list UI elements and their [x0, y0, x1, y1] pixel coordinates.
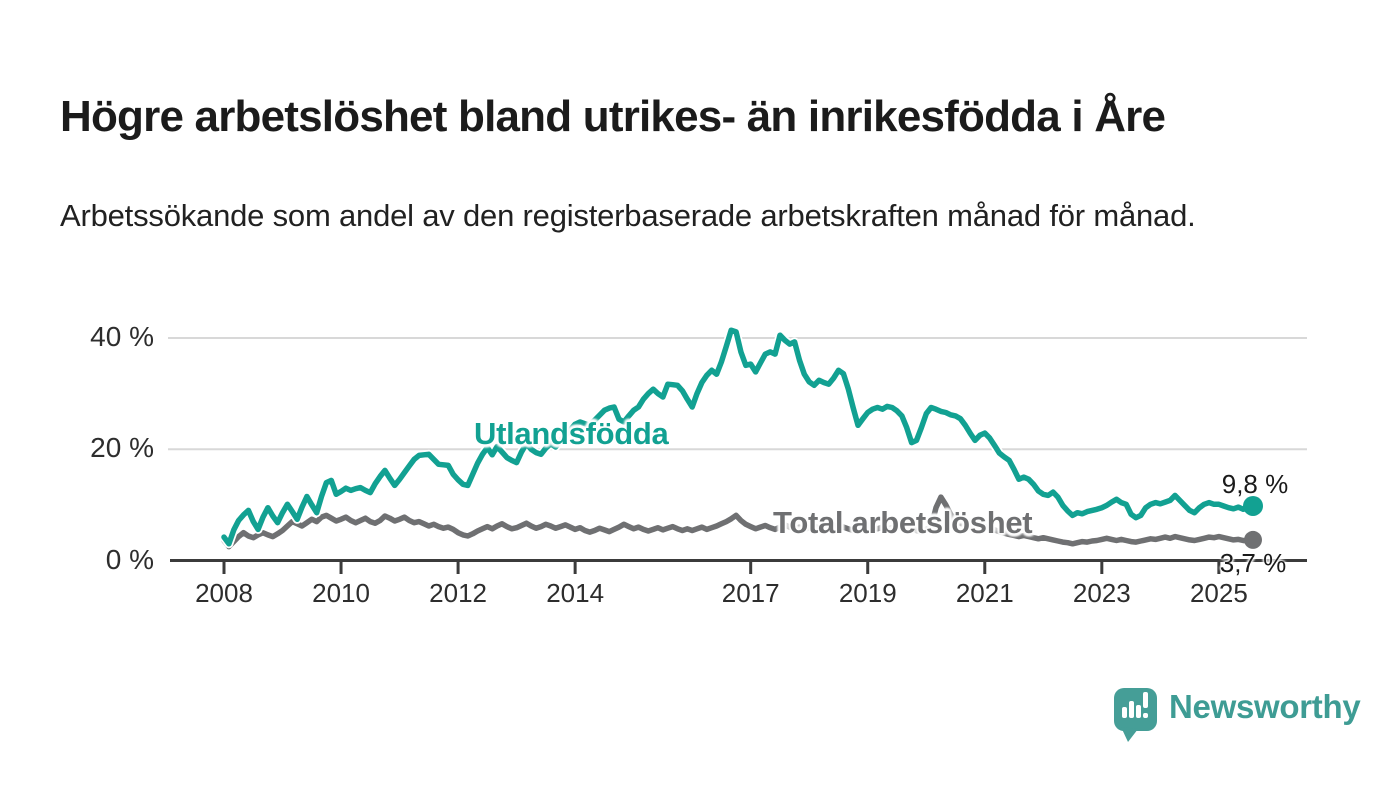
end-dot-0 [1243, 495, 1263, 516]
logo-badge [1114, 688, 1157, 742]
y-tick-label-40: 40 % [90, 321, 154, 352]
x-tick-label-2010: 2010 [312, 578, 370, 608]
x-tick-label-2019: 2019 [838, 578, 897, 608]
x-tick-label-2025: 2025 [1189, 578, 1248, 608]
x-tick-label-2021: 2021 [955, 578, 1014, 608]
series-label-utlandsfodda: Utlandsfödda [474, 416, 669, 451]
x-tick-label-2014: 2014 [546, 578, 605, 608]
logo-bar-chart-glyph [1122, 692, 1148, 718]
page-title: Högre arbetslöshet bland utrikes- än inr… [60, 92, 1166, 142]
y-tick-label-0: 0 % [105, 543, 154, 575]
end-value-label-total: 3,7 % [1219, 547, 1287, 578]
series-line-1 [221, 494, 1256, 550]
end-value-label-utlandsfodda: 9,8 % [1221, 468, 1289, 499]
brand-name: Newsworthy [1169, 688, 1361, 725]
y-tick-label-20: 20 % [90, 432, 154, 464]
x-tick-label-2017: 2017 [721, 578, 780, 608]
x-tick-label-2012: 2012 [429, 578, 487, 608]
end-dot-1 [1244, 530, 1262, 549]
page-subtitle: Arbetssökande som andel av den registerb… [60, 198, 1196, 233]
x-tick-label-2023: 2023 [1072, 578, 1131, 608]
series-label-total-arbetsloshet: Total arbetslöshet [773, 505, 1033, 540]
series-line-0 [221, 327, 1256, 547]
x-tick-label-2008: 2008 [195, 578, 253, 608]
